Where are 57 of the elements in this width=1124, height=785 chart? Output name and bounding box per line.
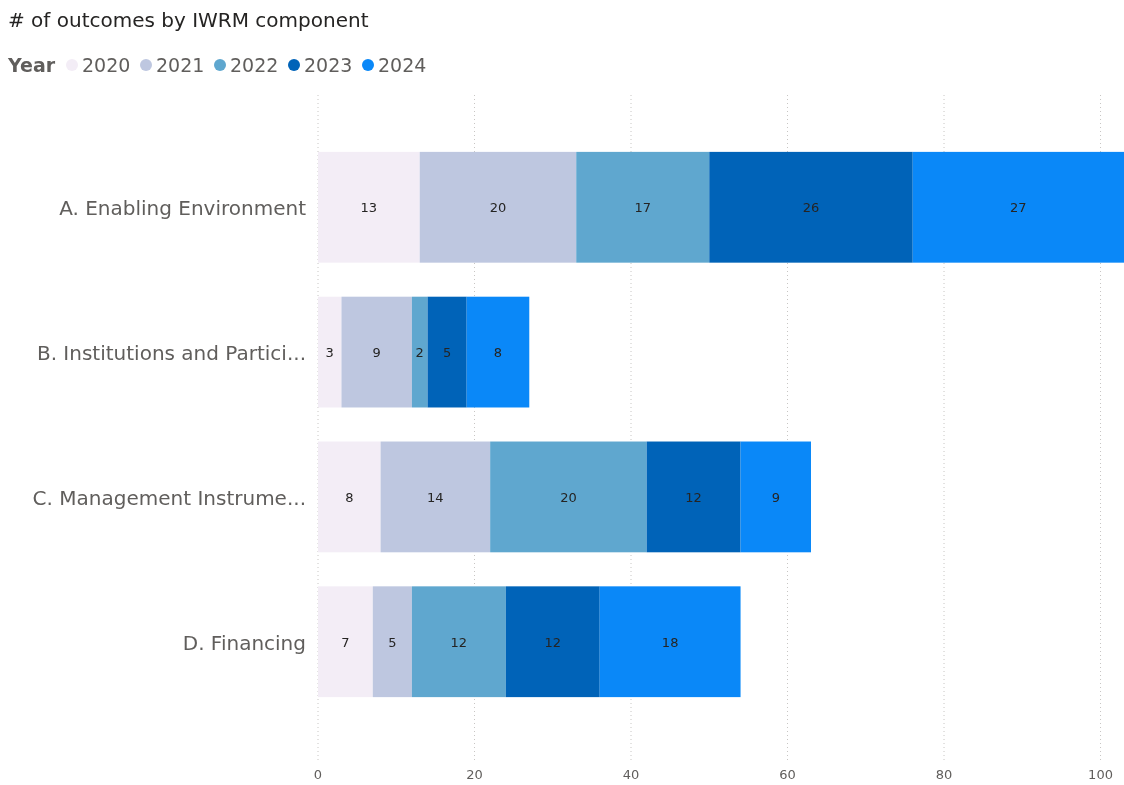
y-tick-label: A. Enabling Environment bbox=[59, 196, 307, 221]
bar bbox=[419, 151, 577, 263]
data-label: 3 bbox=[325, 345, 334, 361]
legend-label: 2020 bbox=[82, 54, 131, 76]
legend-label: 2024 bbox=[378, 54, 427, 76]
x-tick-label: 40 bbox=[622, 767, 640, 782]
bar bbox=[912, 151, 1124, 263]
data-label: 8 bbox=[493, 345, 503, 361]
bar bbox=[318, 151, 420, 263]
data-label: 5 bbox=[388, 634, 397, 650]
data-label: 17 bbox=[634, 200, 652, 216]
bar bbox=[411, 296, 428, 408]
data-label: 7 bbox=[341, 634, 350, 650]
data-label: 9 bbox=[771, 489, 780, 505]
bar bbox=[411, 586, 506, 698]
data-label: 26 bbox=[802, 200, 820, 216]
data-label: 12 bbox=[450, 634, 468, 650]
bar bbox=[505, 586, 600, 698]
bar bbox=[318, 441, 381, 553]
x-tick-label: 80 bbox=[935, 767, 953, 782]
y-tick-label: C. Management Instrume... bbox=[32, 485, 306, 510]
legend-label: 2021 bbox=[156, 54, 205, 76]
bar bbox=[380, 441, 491, 553]
data-label: 14 bbox=[427, 489, 444, 505]
data-label: 27 bbox=[1010, 200, 1027, 216]
x-tick-label: 100 bbox=[1088, 767, 1113, 782]
bar bbox=[466, 296, 530, 408]
data-label: 5 bbox=[442, 345, 452, 361]
bar bbox=[709, 151, 913, 263]
data-label: 12 bbox=[544, 634, 562, 650]
data-label: 13 bbox=[360, 200, 378, 216]
legend-label: 2022 bbox=[230, 54, 279, 76]
legend-label: 2023 bbox=[304, 54, 353, 76]
data-label: 9 bbox=[372, 345, 381, 361]
data-label: 20 bbox=[560, 489, 577, 505]
bar bbox=[372, 586, 412, 698]
bar bbox=[646, 441, 741, 553]
x-tick-label: 0 bbox=[313, 767, 323, 782]
bar bbox=[318, 296, 342, 408]
x-tick-label: 60 bbox=[779, 767, 796, 782]
bar bbox=[599, 586, 741, 698]
bar bbox=[318, 586, 373, 698]
bar bbox=[490, 441, 647, 553]
bar bbox=[740, 441, 811, 553]
data-label: 2 bbox=[415, 345, 424, 361]
data-label: 18 bbox=[661, 634, 679, 650]
y-tick-label: D. Financing bbox=[182, 630, 306, 655]
data-label: 8 bbox=[345, 489, 354, 505]
bar bbox=[341, 296, 412, 408]
data-label: 12 bbox=[685, 489, 702, 505]
bar bbox=[427, 296, 467, 408]
chart-title: # of outcomes by IWRM component bbox=[8, 8, 369, 32]
y-tick-label: B. Institutions and Partici... bbox=[36, 341, 306, 366]
bar bbox=[576, 151, 710, 263]
data-label: 20 bbox=[489, 200, 507, 216]
x-tick-label: 20 bbox=[466, 767, 483, 782]
legend-title: Year bbox=[7, 54, 56, 76]
